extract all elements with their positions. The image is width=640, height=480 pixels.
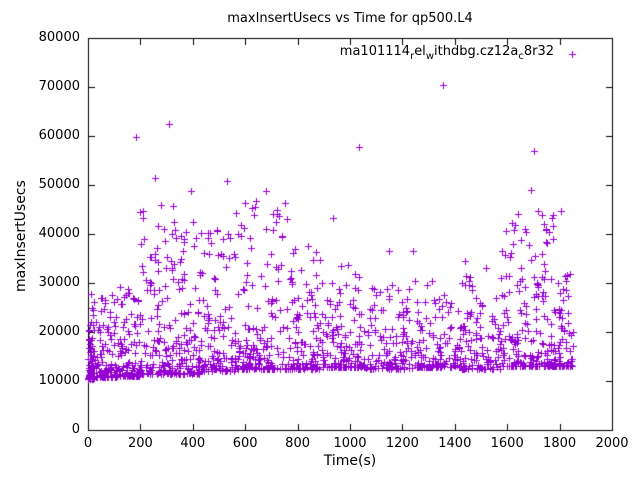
legend-text-segment: 8r32 (523, 44, 554, 59)
legend-subscript-segment: c (518, 51, 524, 62)
legend-subscript-segment: r (410, 51, 415, 62)
legend-series-label: ma101114relwithdbg.cz12ac8r32 (339, 44, 554, 62)
legend-text-segment: el (414, 44, 426, 59)
legend-text-segment: ithdbg.cz12a (434, 44, 519, 59)
x-axis-label: Time(s) (323, 453, 377, 469)
legend-subscript-segment: w (425, 51, 434, 62)
chart-title: maxInsertUsecs vs Time for qp500.L4 (227, 11, 473, 26)
legend: ma101114relwithdbg.cz12ac8r32 (340, 44, 554, 62)
legend-text-segment: ma101114 (339, 44, 411, 59)
y-axis-label: maxInsertUsecs (13, 180, 29, 292)
